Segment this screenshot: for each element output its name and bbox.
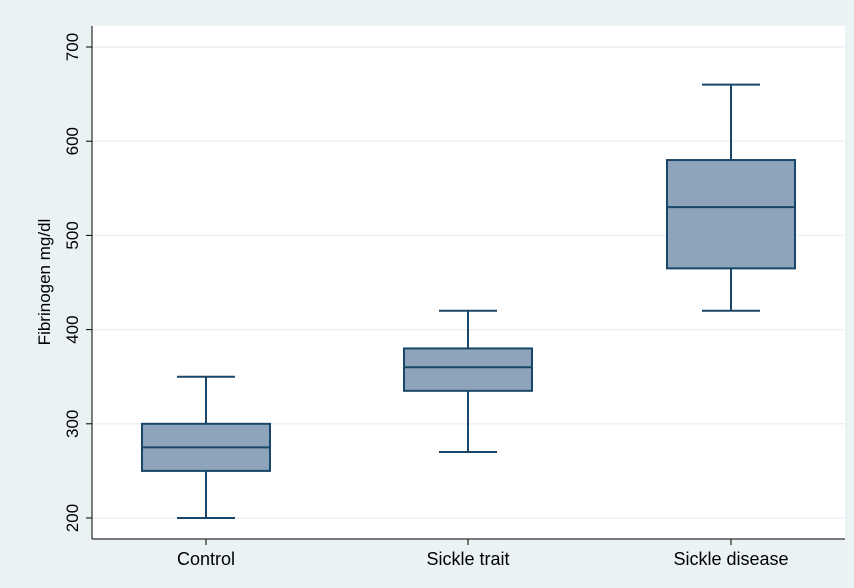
iqr-box	[666, 159, 796, 270]
box-3	[666, 83, 796, 312]
x-tick-label-1: Control	[177, 549, 235, 569]
y-tick-label-500: 500	[63, 221, 82, 249]
box-1	[141, 375, 271, 519]
boxes	[141, 83, 796, 519]
x-tick-label-2: Sickle trait	[426, 549, 509, 569]
y-ticks: 200 300 400 500 600 700	[63, 33, 92, 532]
y-tick-label-300: 300	[63, 410, 82, 438]
box-2	[403, 309, 533, 454]
y-tick-label-200: 200	[63, 504, 82, 532]
y-tick-label-400: 400	[63, 315, 82, 343]
x-axis-labels: Control Sickle trait Sickle disease	[177, 539, 789, 569]
iqr-box	[403, 347, 533, 392]
y-axis-title: Fibrinogen mg/dl	[35, 219, 54, 346]
x-tick-label-3: Sickle disease	[673, 549, 788, 569]
y-tick-label-700: 700	[63, 33, 82, 61]
y-tick-label-600: 600	[63, 127, 82, 155]
